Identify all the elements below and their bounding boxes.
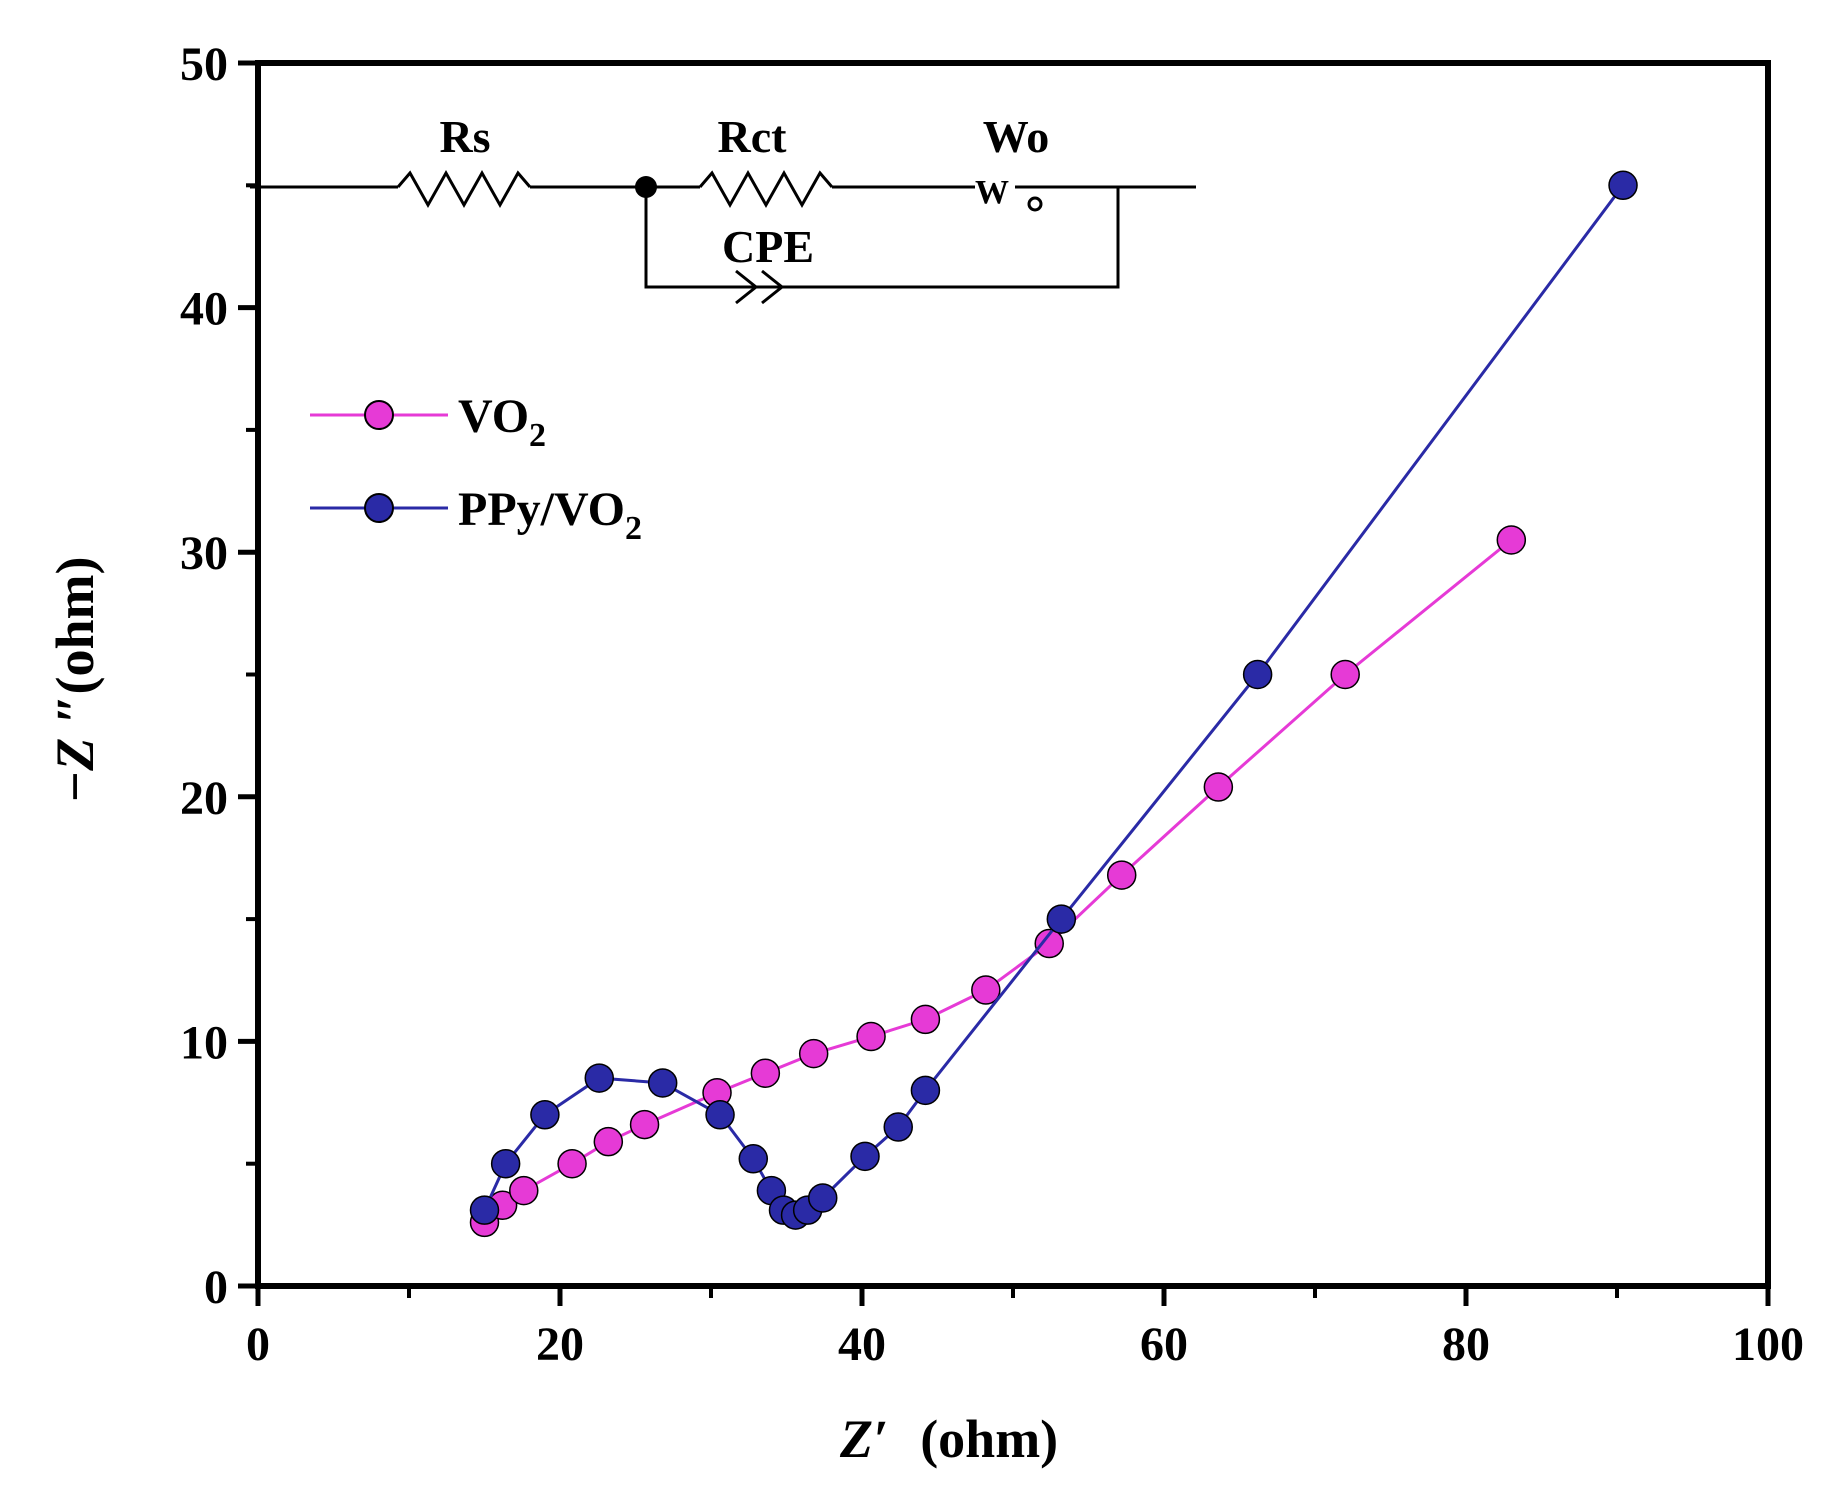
- legend-label-ppy-vo2: PPy/VO2: [458, 483, 642, 547]
- data-point-ppy-vo2: [490, 1148, 521, 1179]
- circuit-label-rct: Rct: [718, 111, 788, 162]
- x-axis-title-unit: (ohm): [920, 1409, 1058, 1469]
- x-axis-title: Z′ (ohm): [839, 1409, 1058, 1469]
- y-axis-title-unit: (ohm): [45, 556, 105, 694]
- plot-frame: [255, 60, 1771, 1289]
- legend-label-ppy-vo2-sub: 2: [625, 510, 642, 547]
- data-point-vo2: [1330, 659, 1360, 690]
- circuit-label-cpe: CPE: [722, 221, 814, 272]
- legend-label-vo2-sub: 2: [529, 417, 546, 454]
- data-point-vo2: [557, 1148, 587, 1179]
- data-point-ppy-vo2: [850, 1141, 880, 1172]
- resistor-rs-symbol: [396, 169, 532, 209]
- cpe-branch-wire: [644, 187, 1120, 289]
- data-point-ppy-vo2: [910, 1075, 941, 1106]
- data-point-ppy-vo2: [584, 1063, 615, 1093]
- y-axis-title: −Z ″(ohm): [45, 556, 105, 803]
- legend-marker-ppy-vo2: [364, 493, 394, 523]
- cpe-symbol-right: [761, 269, 785, 305]
- series-layer: [469, 170, 1638, 1238]
- data-point-ppy-vo2: [883, 1112, 913, 1142]
- data-point-vo2: [1496, 525, 1527, 555]
- x-tick-label: 20: [536, 1318, 584, 1371]
- data-point-vo2: [971, 975, 1001, 1005]
- data-point-ppy-vo2: [705, 1100, 735, 1130]
- data-point-vo2: [856, 1021, 886, 1052]
- equivalent-circuit: W Rs Rct Wo CPE: [250, 111, 1196, 305]
- x-tick-label: 80: [1442, 1318, 1490, 1371]
- warburg-open-terminal: [1027, 196, 1043, 212]
- data-point-vo2: [1203, 772, 1234, 802]
- y-axis-ticks: 0 10 20 30 40 50: [180, 38, 258, 1314]
- data-point-vo2: [910, 1004, 941, 1035]
- y-tick-label: 50: [180, 38, 228, 91]
- data-point-vo2: [629, 1109, 660, 1140]
- data-point-ppy-vo2: [530, 1100, 560, 1130]
- x-tick-label: 0: [246, 1318, 270, 1371]
- data-point-vo2: [1034, 928, 1064, 959]
- data-point-ppy-vo2: [1242, 659, 1273, 690]
- y-tick-label: 20: [180, 772, 228, 825]
- data-point-ppy-vo2: [469, 1195, 500, 1225]
- x-tick-label: 60: [1140, 1318, 1188, 1371]
- y-tick-label: 0: [204, 1261, 228, 1314]
- y-tick-label: 10: [180, 1016, 228, 1069]
- x-tick-label: 40: [838, 1318, 886, 1371]
- data-point-ppy-vo2: [1046, 904, 1077, 934]
- data-point-vo2: [593, 1126, 624, 1157]
- data-point-ppy-vo2: [807, 1183, 838, 1213]
- cpe-symbol-left: [735, 269, 759, 305]
- y-tick-label: 30: [180, 527, 228, 580]
- legend: VO2 PPy/VO2: [310, 390, 642, 547]
- y-axis-title-symbol: −Z ″: [45, 694, 105, 803]
- circuit-label-rs: Rs: [439, 111, 490, 162]
- y-tick-label: 40: [180, 283, 228, 336]
- x-tick-label: 100: [1732, 1318, 1804, 1371]
- data-point-vo2: [1106, 860, 1137, 890]
- data-point-ppy-vo2: [1608, 170, 1638, 201]
- legend-label-ppy-vo2-main: PPy/VO: [458, 483, 625, 536]
- data-point-ppy-vo2: [738, 1144, 769, 1174]
- data-point-vo2: [509, 1175, 539, 1206]
- legend-label-vo2-main: VO: [458, 390, 529, 443]
- data-point-vo2: [798, 1038, 829, 1069]
- circuit-label-wo: Wo: [983, 111, 1049, 162]
- data-point-ppy-vo2: [647, 1068, 678, 1098]
- series-line-ppy-vo2: [483, 184, 1625, 1217]
- legend-marker-vo2: [364, 400, 394, 430]
- x-axis-title-symbol: Z′: [839, 1409, 888, 1469]
- resistor-rct-symbol: [698, 169, 834, 209]
- data-point-vo2: [750, 1058, 781, 1088]
- legend-label-vo2: VO2: [458, 390, 546, 454]
- x-axis-ticks: 0 20 40 60 80 100: [246, 1286, 1804, 1371]
- warburg-wo-symbol: W: [975, 174, 1009, 211]
